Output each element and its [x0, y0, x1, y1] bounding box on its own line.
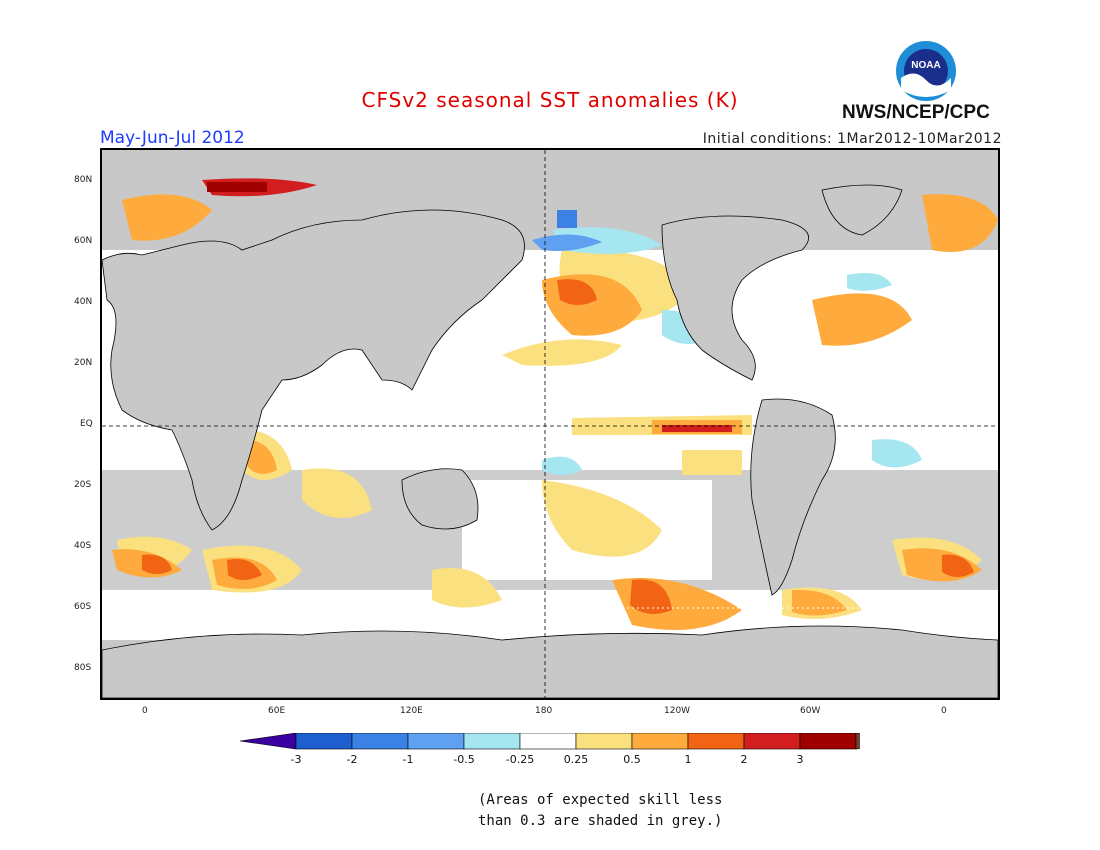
colorbar-tick-label: -0.25	[505, 753, 535, 766]
lon-label-60e: 60E	[268, 706, 286, 716]
colorbar-tick-label: -1	[402, 753, 414, 766]
lat-label-20n: 20N	[74, 358, 93, 368]
lon-label-180: 180	[535, 706, 553, 716]
lon-label-60w: 60W	[800, 706, 821, 716]
lat-label-eq: EQ	[80, 419, 93, 429]
lat-label-20s: 20S	[74, 480, 92, 490]
sst-anomaly-map	[100, 148, 1000, 700]
colorbar-box	[631, 732, 689, 750]
page-title: CFSv2 seasonal SST anomalies (K)	[361, 88, 739, 112]
lat-label-60s: 60S	[74, 602, 92, 612]
lat-label-60n: 60N	[74, 236, 93, 246]
lon-label-120w: 120W	[664, 706, 691, 716]
colorbar-box	[575, 732, 633, 750]
noaa-logo: NOAA	[895, 40, 957, 102]
lat-label-80s: 80S	[74, 663, 92, 673]
lon-label-120e: 120E	[400, 706, 423, 716]
lon-label-0-east: 0	[941, 706, 947, 716]
lat-label-40s: 40S	[74, 541, 92, 551]
colorbar-box	[351, 732, 409, 750]
agency-label: NWS/NCEP/CPC	[842, 102, 990, 123]
colorbar-tick-label: 0.5	[623, 753, 641, 766]
colorbar-tick-label: -3	[290, 753, 302, 766]
colorbar-low-triangle	[239, 732, 297, 750]
colorbar-tick-label: -2	[346, 753, 358, 766]
colorbar-box	[799, 732, 857, 750]
lon-label-0: 0	[142, 706, 148, 716]
skill-note-line2: than 0.3 are shaded in grey.)	[478, 813, 723, 829]
colorbar-box	[519, 732, 577, 750]
skill-note: (Areas of expected skill less than 0.3 a…	[478, 790, 722, 832]
lat-label-80n: 80N	[74, 175, 93, 185]
colorbar-tick-label: 0.25	[563, 753, 589, 766]
colorbar-box	[407, 732, 465, 750]
colorbar-box	[295, 732, 353, 750]
colorbar-tick-label: 3	[796, 753, 804, 766]
colorbar-box	[687, 732, 745, 750]
land-masses	[102, 184, 998, 698]
initial-conditions: Initial conditions: 1Mar2012-10Mar2012	[702, 131, 1002, 147]
colorbar	[239, 732, 913, 751]
colorbar-box	[743, 732, 801, 750]
colorbar-box	[463, 732, 521, 750]
colorbar-tick-label: -0.5	[453, 753, 475, 766]
season-label: May-Jun-Jul 2012	[100, 128, 245, 148]
colorbar-tick-label: 2	[740, 753, 748, 766]
lat-label-40n: 40N	[74, 297, 93, 307]
colorbar-high-triangle	[855, 732, 913, 750]
skill-note-line1: (Areas of expected skill less	[478, 792, 723, 808]
svg-text:NOAA: NOAA	[911, 60, 940, 71]
colorbar-tick-label: 1	[684, 753, 692, 766]
